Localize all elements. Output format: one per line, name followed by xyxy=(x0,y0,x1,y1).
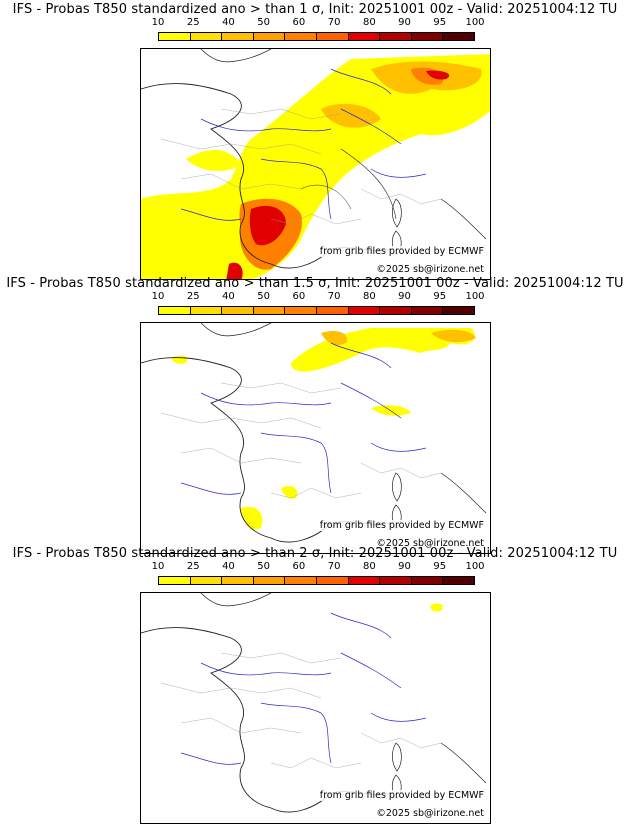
colorbar-tick-label: 25 xyxy=(186,291,200,302)
colorbar-tick-label: 100 xyxy=(465,561,485,572)
colorbar-segment xyxy=(348,577,381,584)
colorbar-tick-label: 100 xyxy=(465,291,485,302)
colorbar-segment xyxy=(159,33,191,40)
colorbar-tick-label: 70 xyxy=(327,561,341,572)
colorbar-segment xyxy=(443,577,474,584)
colorbar-segment xyxy=(222,33,254,40)
colorbar-tick-label: 95 xyxy=(433,291,447,302)
copyright: ©2025 sb@irizone.net xyxy=(374,264,486,275)
colorbar-segment xyxy=(411,577,444,584)
colorbar-ticks: 10 25 40 50 60 70 80 90 95 100 xyxy=(152,561,485,575)
map-graphic xyxy=(141,49,490,279)
source-credit: from grib files provided by ECMWF xyxy=(317,520,486,531)
colorbar-segment xyxy=(285,307,317,314)
probability-fill xyxy=(430,603,443,612)
colorbar-tick-label: 70 xyxy=(327,291,341,302)
colorbar-tick-label: 25 xyxy=(186,561,200,572)
colorbar-segment xyxy=(443,307,474,314)
copyright: ©2025 sb@irizone.net xyxy=(374,538,486,549)
rivers xyxy=(180,342,427,495)
colorbar-segment xyxy=(380,307,412,314)
colorbar-segment xyxy=(190,33,223,40)
colorbar-tick-label: 50 xyxy=(257,291,271,302)
colorbar-tick-label: 90 xyxy=(398,291,411,302)
colorbar-tick-label: 40 xyxy=(222,561,235,572)
colorbar-segment xyxy=(348,33,381,40)
colorbar-tick-label: 60 xyxy=(292,291,306,302)
colorbar-tick-label: 40 xyxy=(222,291,235,302)
colorbar-segment xyxy=(190,307,223,314)
copyright: ©2025 sb@irizone.net xyxy=(374,808,486,819)
colorbar-segment xyxy=(190,577,223,584)
map-graphic xyxy=(141,323,487,543)
colorbar-segment xyxy=(222,307,254,314)
colorbar-tick-label: 10 xyxy=(151,291,165,302)
map-graphic xyxy=(141,593,487,813)
probability-map: from grib files provided by ECMWF ©2025 … xyxy=(140,322,491,554)
colorbar-segment xyxy=(159,307,191,314)
colorbar-segment xyxy=(380,577,412,584)
admin-borders xyxy=(160,108,442,225)
map-panel-1: IFS - Probas T850 standardized ano > tha… xyxy=(0,2,630,280)
colorbar-segment xyxy=(316,33,349,40)
colorbar-tick-label: 90 xyxy=(398,561,411,572)
colorbar xyxy=(158,306,475,315)
map-panel-3: IFS - Probas T850 standardized ano > tha… xyxy=(0,546,630,824)
colorbar-segment xyxy=(411,307,444,314)
probability-fill xyxy=(171,328,476,530)
admin-borders xyxy=(160,652,442,769)
panel-title: IFS - Probas T850 standardized ano > tha… xyxy=(12,546,618,561)
colorbar-tick-label: 50 xyxy=(257,561,271,572)
colorbar-tick-label: 60 xyxy=(292,561,306,572)
colorbar-tick-label: 50 xyxy=(257,17,271,28)
colorbar-tick-label: 10 xyxy=(151,17,165,28)
colorbar-segment xyxy=(285,33,317,40)
colorbar-segment xyxy=(159,577,191,584)
probability-map: from grib files provided by ECMWF ©2025 … xyxy=(140,592,491,824)
colorbar-tick-label: 40 xyxy=(222,17,235,28)
panel-title: IFS - Probas T850 standardized ano > tha… xyxy=(6,276,624,291)
colorbar-tick-label: 10 xyxy=(151,561,165,572)
colorbar-tick-label: 100 xyxy=(465,17,485,28)
colorbar-segment xyxy=(222,577,254,584)
coastlines xyxy=(141,593,487,813)
colorbar-segment xyxy=(411,33,444,40)
colorbar-tick-label: 80 xyxy=(362,17,376,28)
colorbar-ticks: 10 25 40 50 60 70 80 90 95 100 xyxy=(152,17,485,31)
colorbar-ticks: 10 25 40 50 60 70 80 90 95 100 xyxy=(152,291,485,305)
colorbar-segment xyxy=(316,307,349,314)
rivers xyxy=(180,612,427,765)
colorbar-tick-label: 95 xyxy=(433,561,447,572)
colorbar-segment xyxy=(316,577,349,584)
probability-map: from grib files provided by ECMWF ©2025 … xyxy=(140,48,491,280)
source-credit: from grib files provided by ECMWF xyxy=(317,246,486,257)
colorbar-tick-label: 25 xyxy=(186,17,200,28)
colorbar-segment xyxy=(253,33,286,40)
colorbar-segment xyxy=(253,577,286,584)
rivers xyxy=(180,68,427,221)
admin-borders xyxy=(160,382,442,499)
colorbar xyxy=(158,32,475,41)
colorbar-tick-label: 90 xyxy=(398,17,411,28)
colorbar-segment xyxy=(253,307,286,314)
colorbar xyxy=(158,576,475,585)
colorbar-segment xyxy=(443,33,474,40)
panel-title: IFS - Probas T850 standardized ano > tha… xyxy=(12,2,618,17)
colorbar-tick-label: 80 xyxy=(362,561,376,572)
colorbar-tick-label: 70 xyxy=(327,17,341,28)
colorbar-tick-label: 60 xyxy=(292,17,306,28)
map-panel-2: IFS - Probas T850 standardized ano > tha… xyxy=(0,276,630,554)
colorbar-tick-label: 95 xyxy=(433,17,447,28)
colorbar-segment xyxy=(285,577,317,584)
colorbar-segment xyxy=(380,33,412,40)
colorbar-segment xyxy=(348,307,381,314)
colorbar-tick-label: 80 xyxy=(362,291,376,302)
source-credit: from grib files provided by ECMWF xyxy=(317,790,486,801)
